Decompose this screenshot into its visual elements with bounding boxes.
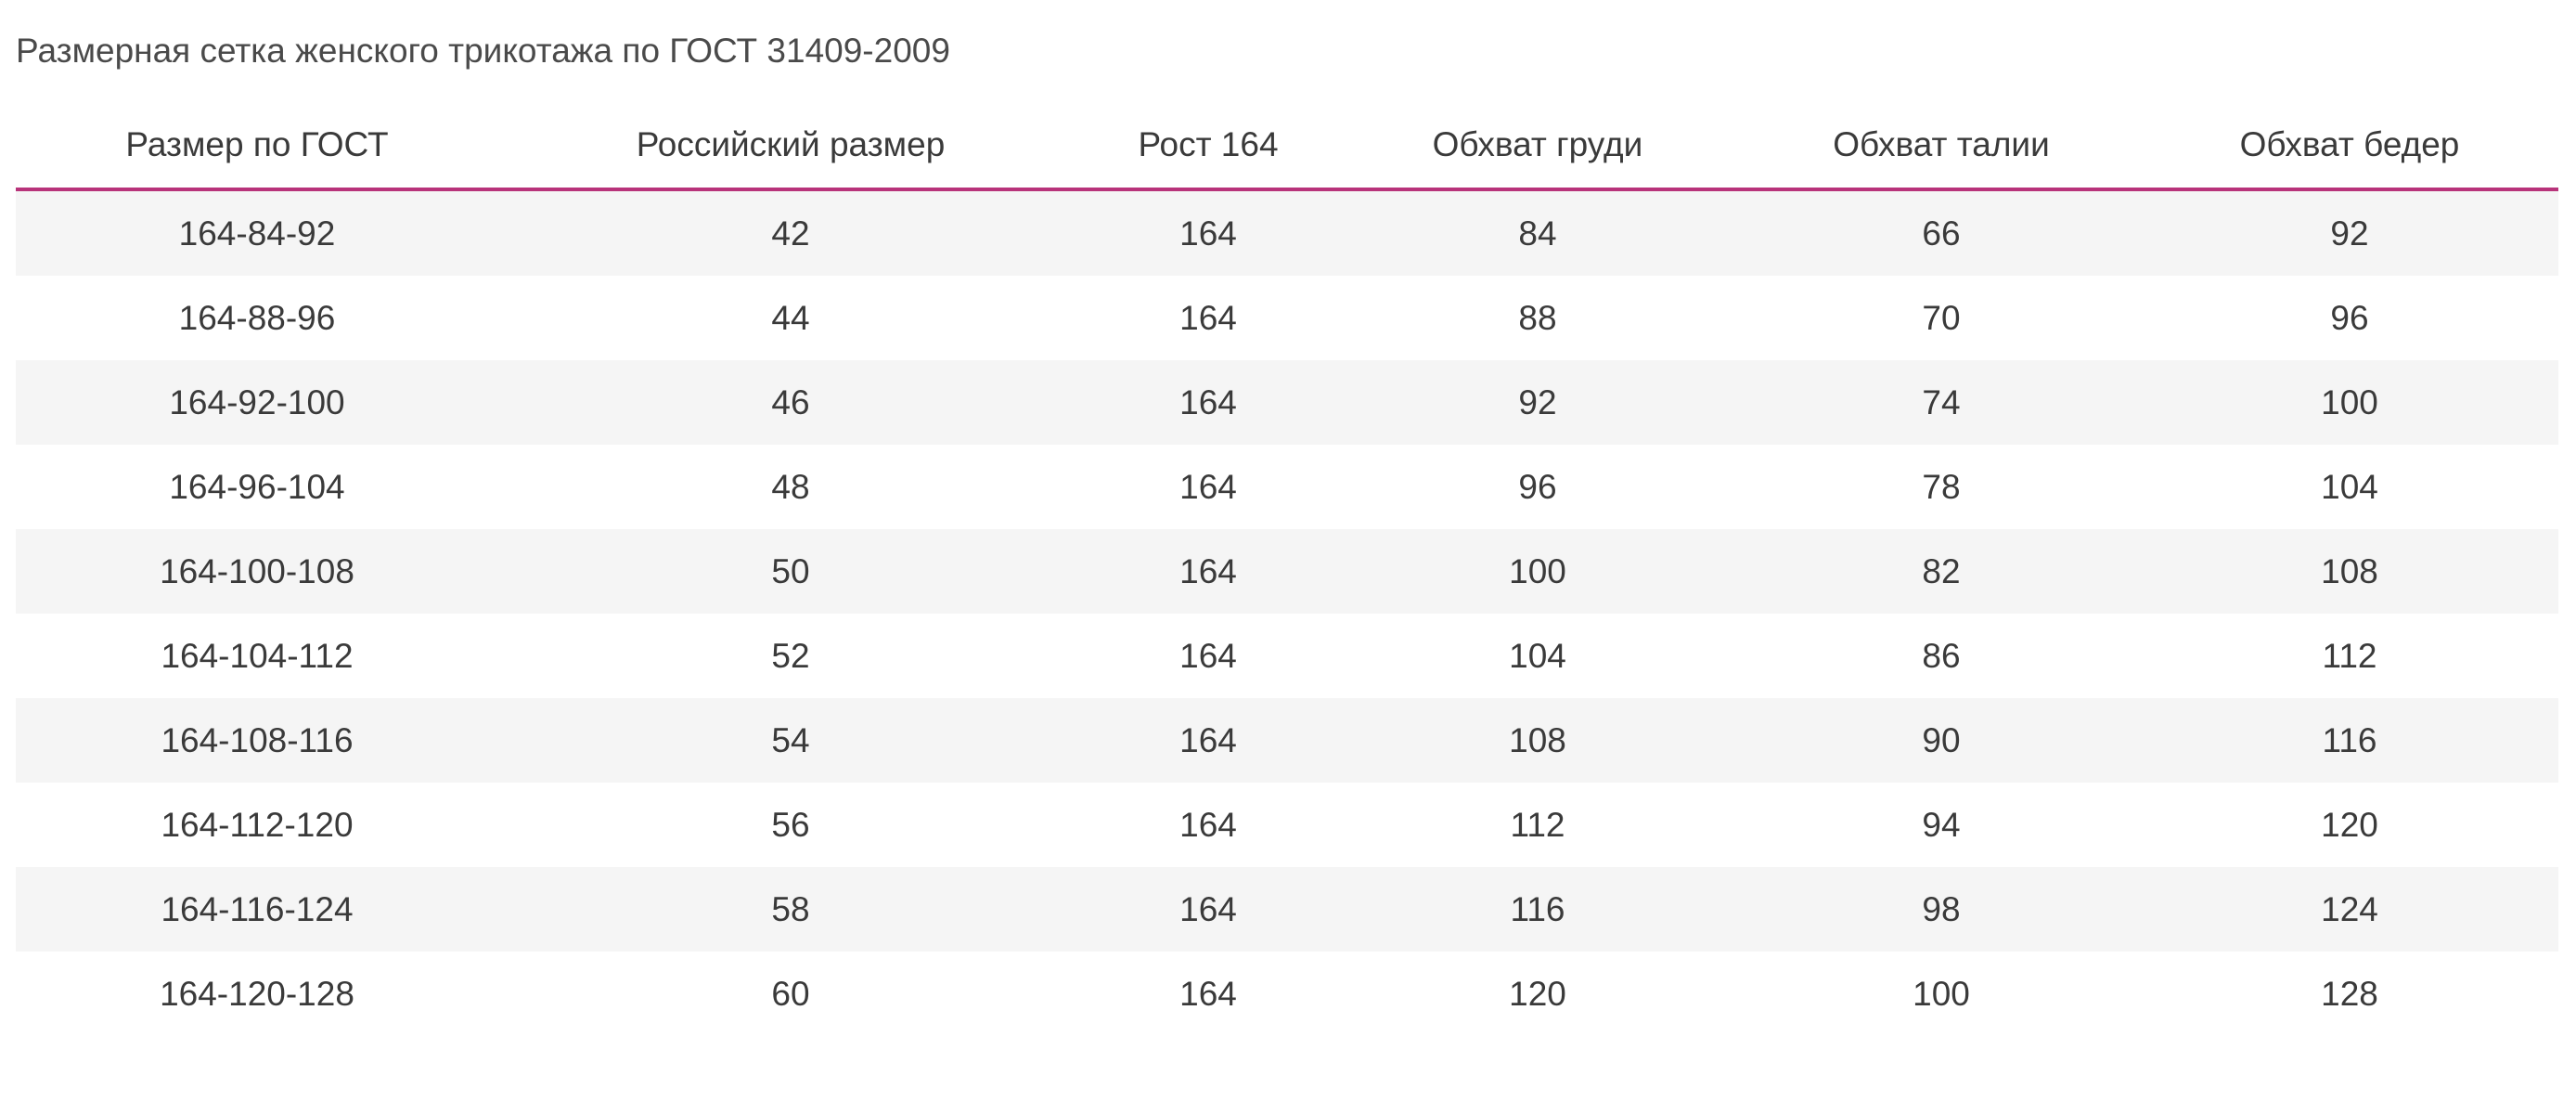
cell-height: 164 <box>1083 698 1333 783</box>
cell-russian-size: 56 <box>498 783 1083 867</box>
table-header-row: Размер по ГОСТ Российский размер Рост 16… <box>16 102 2558 191</box>
cell-chest: 84 <box>1333 189 1742 276</box>
cell-hips: 100 <box>2141 360 2558 445</box>
cell-hips: 112 <box>2141 614 2558 698</box>
cell-gost-size: 164-92-100 <box>16 360 498 445</box>
cell-hips: 96 <box>2141 276 2558 360</box>
cell-hips: 128 <box>2141 952 2558 1036</box>
cell-russian-size: 58 <box>498 867 1083 952</box>
cell-hips: 108 <box>2141 529 2558 614</box>
cell-chest: 92 <box>1333 360 1742 445</box>
cell-russian-size: 60 <box>498 952 1083 1036</box>
cell-height: 164 <box>1083 614 1333 698</box>
cell-russian-size: 48 <box>498 445 1083 529</box>
cell-waist: 94 <box>1742 783 2141 867</box>
cell-chest: 88 <box>1333 276 1742 360</box>
cell-waist: 70 <box>1742 276 2141 360</box>
header-chest: Обхват груди <box>1333 102 1742 191</box>
cell-chest: 96 <box>1333 445 1742 529</box>
cell-height: 164 <box>1083 189 1333 276</box>
header-hips: Обхват бедер <box>2141 102 2558 191</box>
cell-hips: 116 <box>2141 698 2558 783</box>
cell-gost-size: 164-108-116 <box>16 698 498 783</box>
cell-height: 164 <box>1083 952 1333 1036</box>
header-gost-size: Размер по ГОСТ <box>16 102 498 191</box>
table-row: 164-104-112 52 164 104 86 112 <box>16 614 2558 698</box>
cell-chest: 108 <box>1333 698 1742 783</box>
cell-hips: 124 <box>2141 867 2558 952</box>
cell-hips: 120 <box>2141 783 2558 867</box>
cell-russian-size: 42 <box>498 189 1083 276</box>
cell-russian-size: 44 <box>498 276 1083 360</box>
cell-chest: 112 <box>1333 783 1742 867</box>
cell-chest: 120 <box>1333 952 1742 1036</box>
cell-russian-size: 50 <box>498 529 1083 614</box>
cell-gost-size: 164-104-112 <box>16 614 498 698</box>
cell-gost-size: 164-88-96 <box>16 276 498 360</box>
cell-height: 164 <box>1083 276 1333 360</box>
table-row: 164-120-128 60 164 120 100 128 <box>16 952 2558 1036</box>
cell-height: 164 <box>1083 445 1333 529</box>
cell-chest: 100 <box>1333 529 1742 614</box>
cell-gost-size: 164-120-128 <box>16 952 498 1036</box>
cell-waist: 90 <box>1742 698 2141 783</box>
cell-chest: 116 <box>1333 867 1742 952</box>
cell-waist: 74 <box>1742 360 2141 445</box>
cell-waist: 82 <box>1742 529 2141 614</box>
cell-russian-size: 52 <box>498 614 1083 698</box>
cell-russian-size: 54 <box>498 698 1083 783</box>
page-title: Размерная сетка женского трикотажа по ГО… <box>16 32 950 70</box>
table-row: 164-108-116 54 164 108 90 116 <box>16 698 2558 783</box>
table-row: 164-96-104 48 164 96 78 104 <box>16 445 2558 529</box>
cell-waist: 98 <box>1742 867 2141 952</box>
cell-waist: 78 <box>1742 445 2141 529</box>
header-waist: Обхват талии <box>1742 102 2141 191</box>
cell-hips: 104 <box>2141 445 2558 529</box>
table-row: 164-112-120 56 164 112 94 120 <box>16 783 2558 867</box>
cell-waist: 86 <box>1742 614 2141 698</box>
cell-height: 164 <box>1083 529 1333 614</box>
cell-gost-size: 164-100-108 <box>16 529 498 614</box>
cell-gost-size: 164-112-120 <box>16 783 498 867</box>
cell-gost-size: 164-96-104 <box>16 445 498 529</box>
table-row: 164-84-92 42 164 84 66 92 <box>16 189 2558 276</box>
header-height: Рост 164 <box>1083 102 1333 191</box>
table-row: 164-116-124 58 164 116 98 124 <box>16 867 2558 952</box>
cell-waist: 66 <box>1742 189 2141 276</box>
table-row: 164-100-108 50 164 100 82 108 <box>16 529 2558 614</box>
cell-waist: 100 <box>1742 952 2141 1036</box>
header-russian-size: Российский размер <box>498 102 1083 191</box>
size-table: Размер по ГОСТ Российский размер Рост 16… <box>16 102 2558 1036</box>
cell-russian-size: 46 <box>498 360 1083 445</box>
cell-height: 164 <box>1083 360 1333 445</box>
cell-chest: 104 <box>1333 614 1742 698</box>
cell-gost-size: 164-84-92 <box>16 189 498 276</box>
table-row: 164-92-100 46 164 92 74 100 <box>16 360 2558 445</box>
table-row: 164-88-96 44 164 88 70 96 <box>16 276 2558 360</box>
cell-height: 164 <box>1083 783 1333 867</box>
cell-hips: 92 <box>2141 189 2558 276</box>
cell-height: 164 <box>1083 867 1333 952</box>
cell-gost-size: 164-116-124 <box>16 867 498 952</box>
